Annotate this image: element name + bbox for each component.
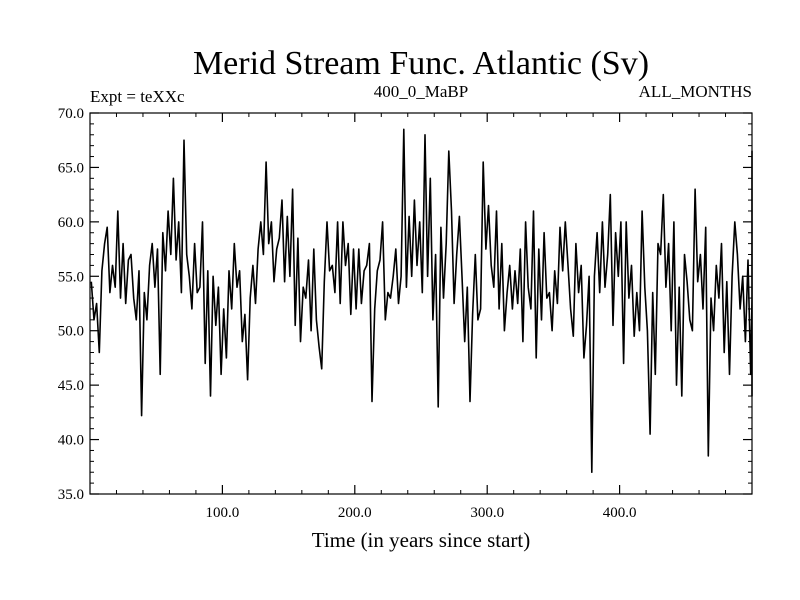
annotation-months: ALL_MONTHS bbox=[639, 82, 752, 101]
plot-frame bbox=[89, 112, 753, 495]
x-tick-label: 100.0 bbox=[206, 505, 240, 521]
y-tick-label: 45.0 bbox=[58, 378, 84, 394]
x-tick-label: 300.0 bbox=[470, 505, 504, 521]
series-line bbox=[90, 128, 753, 474]
x-tick-label: 200.0 bbox=[338, 505, 372, 521]
y-tick-label: 60.0 bbox=[58, 215, 84, 231]
annotation-period: 400_0_MaBP bbox=[374, 82, 468, 101]
y-tick-label: 55.0 bbox=[58, 269, 84, 285]
annotation-experiment: Expt = teXXc bbox=[90, 87, 185, 106]
x-tick-label: 400.0 bbox=[603, 505, 637, 521]
y-tick-label: 65.0 bbox=[58, 160, 84, 176]
y-tick-label: 70.0 bbox=[58, 106, 84, 122]
y-tick-label: 50.0 bbox=[58, 324, 84, 340]
x-axis-label: Time (in years since start) bbox=[312, 528, 531, 552]
y-tick-label: 35.0 bbox=[58, 487, 84, 503]
chart-title: Merid Stream Func. Atlantic (Sv) bbox=[193, 45, 649, 82]
y-tick-label: 40.0 bbox=[58, 433, 84, 449]
